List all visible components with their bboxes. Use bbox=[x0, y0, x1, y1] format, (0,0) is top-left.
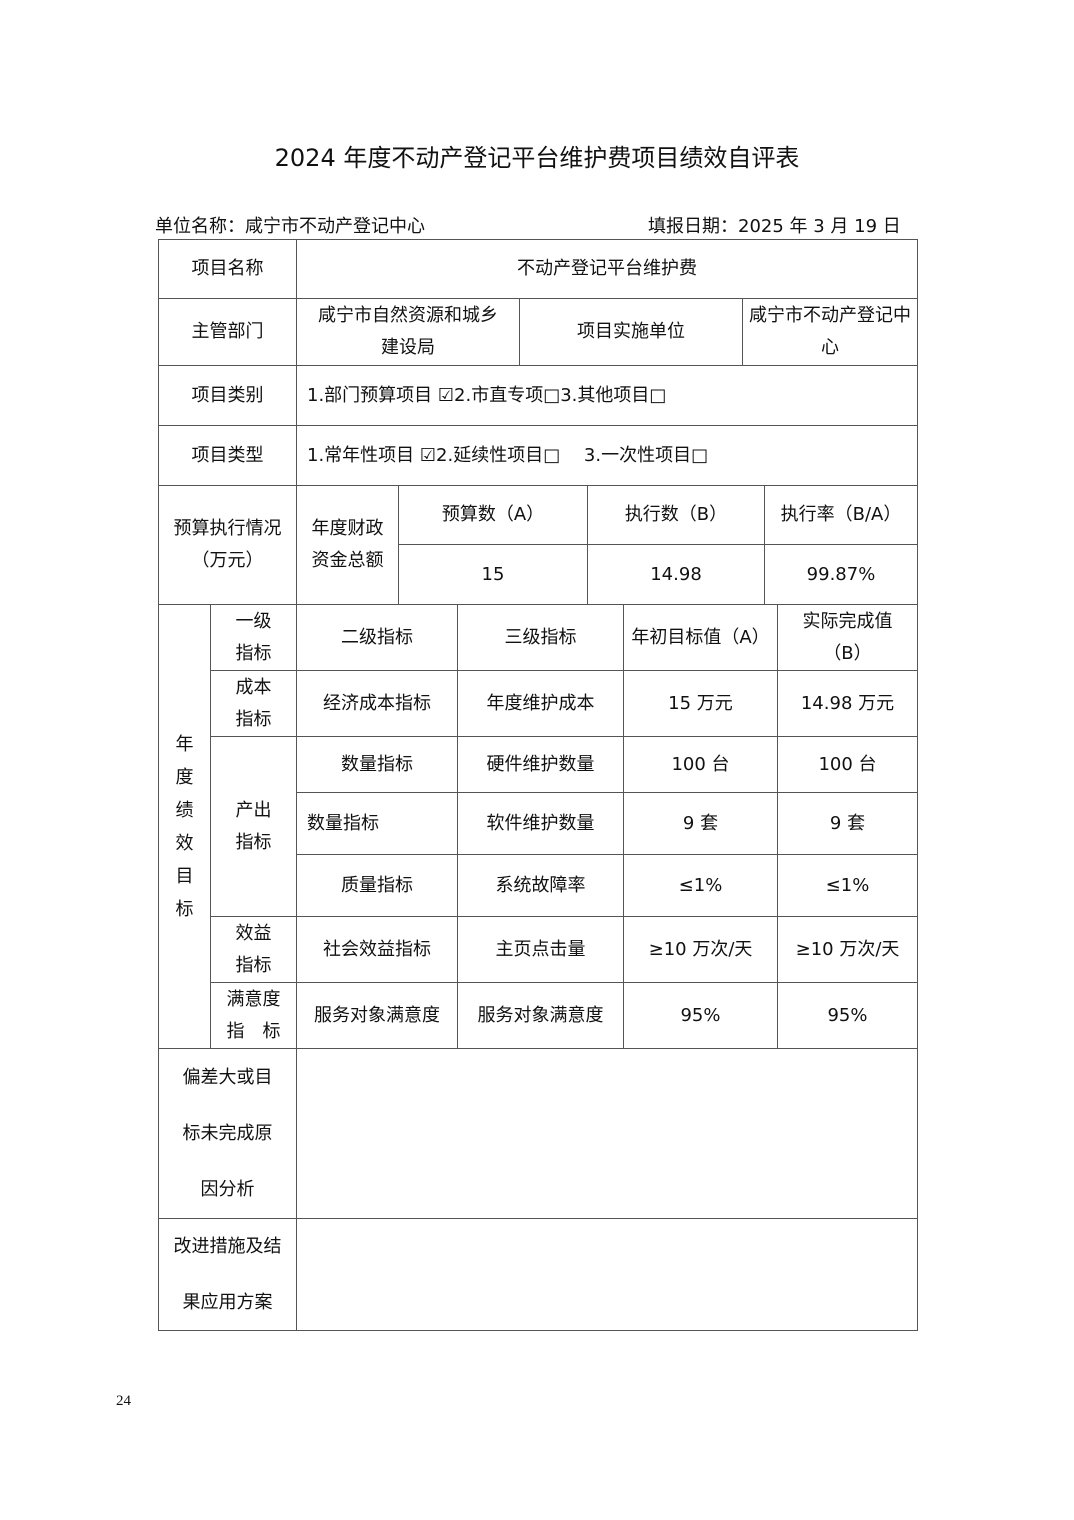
row4-level3: 系统故障率 bbox=[457, 854, 624, 917]
label-improvement: 改进措施及结果应用方案 bbox=[158, 1218, 297, 1331]
exec-rate: 99.87% bbox=[764, 544, 918, 605]
row2-actual: 100 台 bbox=[777, 736, 918, 793]
label-type: 项目类型 bbox=[158, 425, 297, 486]
label-budget: 预算执行情况（万元） bbox=[158, 485, 297, 605]
header-actual: 实际完成值（B） bbox=[777, 604, 918, 671]
label-deviation-analysis: 偏差大或目标未完成原因分析 bbox=[158, 1048, 297, 1219]
budget-a: 15 bbox=[398, 544, 588, 605]
row6-actual: 95% bbox=[777, 982, 918, 1049]
row5-level2: 社会效益指标 bbox=[296, 916, 458, 983]
row3-actual: 9 套 bbox=[777, 792, 918, 855]
row1-actual: 14.98 万元 bbox=[777, 670, 918, 737]
type: 1.常年性项目 ☑2.延续性项目□ 3.一次性项目□ bbox=[296, 425, 918, 486]
row2-level3: 硬件维护数量 bbox=[457, 736, 624, 793]
header-level1: 一级指标 bbox=[210, 604, 297, 671]
deviation-analysis bbox=[296, 1048, 918, 1219]
row5-target: ≥10 万次/天 bbox=[623, 916, 778, 983]
row6-target: 95% bbox=[623, 982, 778, 1049]
improvement bbox=[296, 1218, 918, 1331]
header-level3: 三级指标 bbox=[457, 604, 624, 671]
header-level2: 二级指标 bbox=[296, 604, 458, 671]
level1-cost: 成本指标 bbox=[210, 670, 297, 737]
dept: 咸宁市自然资源和城乡建设局 bbox=[296, 298, 520, 366]
level1-satisfaction: 满意度指 标 bbox=[210, 982, 297, 1049]
header-exec-b: 执行数（B） bbox=[587, 485, 765, 545]
label-category: 项目类别 bbox=[158, 365, 297, 426]
level1-benefit: 效益指标 bbox=[210, 916, 297, 983]
row1-level3: 年度维护成本 bbox=[457, 670, 624, 737]
category: 1.部门预算项目 ☑2.市直专项□3.其他项目□ bbox=[296, 365, 918, 426]
row6-level2: 服务对象满意度 bbox=[296, 982, 458, 1049]
unit-name: 单位名称：咸宁市不动产登记中心 bbox=[155, 216, 425, 237]
row5-level3: 主页点击量 bbox=[457, 916, 624, 983]
label-project-name: 项目名称 bbox=[158, 239, 297, 299]
row1-target: 15 万元 bbox=[623, 670, 778, 737]
row5-actual: ≥10 万次/天 bbox=[777, 916, 918, 983]
row4-actual: ≤1% bbox=[777, 854, 918, 917]
row4-level2: 质量指标 bbox=[296, 854, 458, 917]
label-dept: 主管部门 bbox=[158, 298, 297, 366]
header-budget-a: 预算数（A） bbox=[398, 485, 588, 545]
row6-level3: 服务对象满意度 bbox=[457, 982, 624, 1049]
row3-level3: 软件维护数量 bbox=[457, 792, 624, 855]
page-title: 2024 年度不动产登记平台维护费项目绩效自评表 bbox=[274, 144, 800, 172]
row3-level2: 数量指标 bbox=[296, 792, 458, 855]
project-name: 不动产登记平台维护费 bbox=[296, 239, 918, 299]
header-target: 年初目标值（A） bbox=[623, 604, 778, 671]
row3-target: 9 套 bbox=[623, 792, 778, 855]
row4-target: ≤1% bbox=[623, 854, 778, 917]
label-annual-goals: 年度绩效目标 bbox=[158, 604, 211, 1049]
header-rate: 执行率（B/A） bbox=[764, 485, 918, 545]
row1-level2: 经济成本指标 bbox=[296, 670, 458, 737]
report-date: 填报日期：2025 年 3 月 19 日 bbox=[648, 216, 901, 237]
label-fund-total: 年度财政资金总额 bbox=[296, 485, 399, 605]
label-impl: 项目实施单位 bbox=[519, 298, 743, 366]
row2-level2: 数量指标 bbox=[296, 736, 458, 793]
page-number: 24 bbox=[116, 1393, 131, 1409]
exec-b: 14.98 bbox=[587, 544, 765, 605]
level1-output: 产出指标 bbox=[210, 736, 297, 917]
row2-target: 100 台 bbox=[623, 736, 778, 793]
impl-unit: 咸宁市不动产登记中心 bbox=[742, 298, 918, 366]
